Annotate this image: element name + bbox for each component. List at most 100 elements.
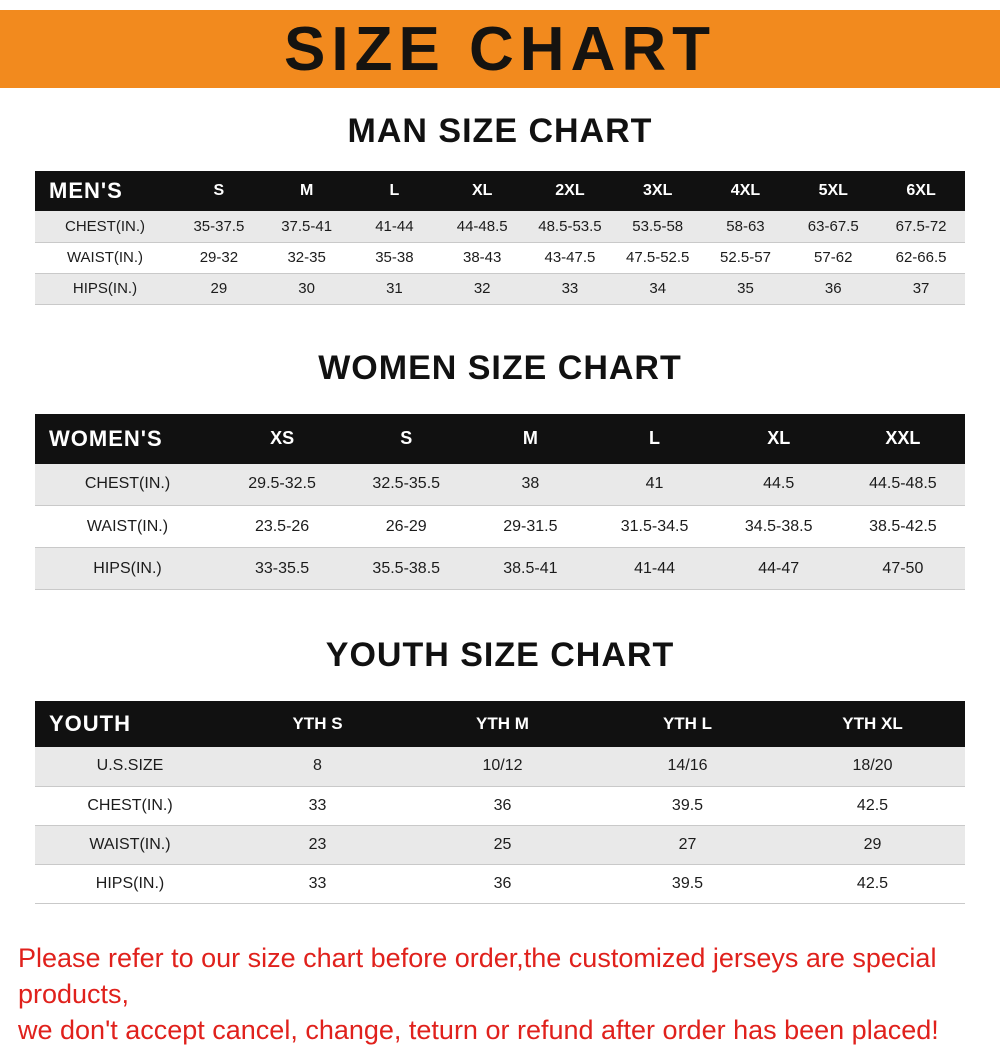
table-header-row: YOUTH YTH S YTH M YTH L YTH XL [35, 701, 965, 747]
measurement-value: 25 [410, 825, 595, 865]
measurement-value: 32-35 [262, 242, 351, 274]
measurement-label: CHEST(IN.) [35, 463, 220, 506]
table-row: WAIST(IN.) 29-32 32-35 35-38 38-43 43-47.5 47.… [35, 242, 965, 274]
men-size-section: MAN SIZE CHART MEN'S S M L XL 2XL 3XL 4XL 5XL 6XL C… [0, 112, 1000, 305]
measurement-value: 35-37.5 [175, 211, 263, 243]
men-section-heading: MAN SIZE CHART [347, 112, 653, 150]
measurement-label: WAIST(IN.) [35, 242, 175, 274]
measurement-value: 33 [225, 786, 410, 826]
youth-size-section: YOUTH SIZE CHART YOUTH YTH S YTH M YTH L YTH … [0, 636, 1000, 904]
measurement-value: 34 [613, 273, 702, 305]
measurement-value: 44.5-48.5 [840, 463, 965, 506]
measurement-value: 35 [701, 273, 790, 305]
measurement-label: WAIST(IN.) [35, 505, 220, 548]
measurement-value: 36 [410, 864, 595, 904]
measurement-label: HIPS(IN.) [35, 864, 225, 904]
measurement-value: 38.5-42.5 [840, 505, 965, 548]
measurement-value: 8 [225, 747, 410, 787]
measurement-value: 26-29 [344, 505, 469, 548]
youth-section-heading: YOUTH SIZE CHART [325, 636, 675, 674]
size-column-header: L [592, 413, 717, 464]
table-title-cell: MEN'S [35, 171, 175, 211]
table-row: HIPS(IN.) 29 30 31 32 33 34 35 36 37 [35, 273, 965, 305]
size-column-header: 2XL [526, 171, 614, 211]
measurement-value: 47.5-52.5 [613, 242, 702, 274]
measurement-value: 29 [780, 825, 965, 865]
measurement-value: 29-31.5 [468, 505, 593, 548]
measurement-value: 62-66.5 [877, 242, 965, 274]
table-row: WAIST(IN.) 23 25 27 29 [35, 825, 965, 865]
youth-size-table: YOUTH YTH S YTH M YTH L YTH XL U.S.SIZE 8 10/12… [35, 701, 965, 904]
women-section-heading: WOMEN SIZE CHART [318, 348, 682, 387]
measurement-value: 10/12 [410, 747, 595, 787]
size-column-header: M [468, 413, 593, 464]
measurement-value: 44-47 [716, 547, 841, 590]
women-size-table: WOMEN'S XS S M L XL XXL CHEST(IN.) 29.5-32.5 32.5… [35, 413, 965, 590]
measurement-value: 29-32 [175, 242, 263, 274]
order-notice: Please refer to our size chart before or… [18, 940, 1000, 1049]
measurement-value: 67.5-72 [877, 211, 965, 243]
size-column-header: XL [716, 413, 841, 464]
measurement-value: 27 [595, 825, 780, 865]
measurement-value: 38-43 [438, 242, 527, 274]
table-row: CHEST(IN.) 29.5-32.5 32.5-35.5 38 41 44.5 44.5… [35, 463, 965, 506]
measurement-value: 41-44 [592, 547, 717, 590]
table-row: WAIST(IN.) 23.5-26 26-29 29-31.5 31.5-34.5 34… [35, 505, 965, 548]
table-row: HIPS(IN.) 33-35.5 35.5-38.5 38.5-41 41-44 44-… [35, 547, 965, 590]
measurement-label: WAIST(IN.) [35, 825, 225, 865]
measurement-value: 35-38 [350, 242, 439, 274]
measurement-value: 63-67.5 [789, 211, 878, 243]
measurement-value: 36 [789, 273, 878, 305]
notice-line-2: we don't accept cancel, change, teturn o… [18, 1015, 939, 1046]
measurement-value: 38.5-41 [468, 547, 593, 590]
measurement-value: 30 [262, 273, 351, 305]
size-column-header: YTH S [225, 701, 410, 747]
measurement-value: 53.5-58 [613, 211, 702, 243]
measurement-value: 39.5 [595, 864, 780, 904]
size-column-header: 6XL [877, 171, 965, 211]
measurement-value: 23 [225, 825, 410, 865]
measurement-value: 14/16 [595, 747, 780, 787]
size-column-header: 4XL [701, 171, 790, 211]
table-row: HIPS(IN.) 33 36 39.5 42.5 [35, 864, 965, 904]
size-chart-page: SIZE CHART MAN SIZE CHART MEN'S S M L XL 2XL 3X… [0, 10, 1000, 1045]
measurement-value: 43-47.5 [526, 242, 614, 274]
size-column-header: YTH L [595, 701, 780, 747]
size-column-header: YTH M [410, 701, 595, 747]
measurement-value: 23.5-26 [220, 505, 345, 548]
women-size-section: WOMEN SIZE CHART WOMEN'S XS S M L XL XXL CHEST(I… [0, 348, 1000, 590]
men-size-table: MEN'S S M L XL 2XL 3XL 4XL 5XL 6XL CHEST(IN.) 35-37… [35, 171, 965, 305]
measurement-value: 32.5-35.5 [344, 463, 469, 506]
measurement-label: U.S.SIZE [35, 747, 225, 787]
measurement-value: 29 [175, 273, 263, 305]
measurement-value: 57-62 [789, 242, 878, 274]
size-column-header: L [350, 171, 439, 211]
table-row: CHEST(IN.) 35-37.5 37.5-41 41-44 44-48.5 48.5… [35, 211, 965, 243]
measurement-value: 36 [410, 786, 595, 826]
measurement-value: 44-48.5 [438, 211, 527, 243]
measurement-label: HIPS(IN.) [35, 273, 175, 305]
size-column-header: 3XL [613, 171, 702, 211]
banner: SIZE CHART [0, 10, 1000, 88]
measurement-value: 34.5-38.5 [716, 505, 841, 548]
size-column-header: XL [438, 171, 527, 211]
measurement-value: 32 [438, 273, 527, 305]
size-chart-sections: MAN SIZE CHART MEN'S S M L XL 2XL 3XL 4XL 5XL 6XL C… [0, 112, 1000, 904]
table-header-row: WOMEN'S XS S M L XL XXL [35, 413, 965, 464]
measurement-value: 58-63 [701, 211, 790, 243]
measurement-value: 47-50 [840, 547, 965, 590]
measurement-value: 37 [877, 273, 965, 305]
notice-line-1: Please refer to our size chart before or… [18, 942, 937, 1009]
measurement-value: 33 [225, 864, 410, 904]
measurement-value: 42.5 [780, 864, 965, 904]
size-column-header: S [175, 171, 263, 211]
table-row: CHEST(IN.) 33 36 39.5 42.5 [35, 786, 965, 826]
measurement-value: 41 [592, 463, 717, 506]
size-column-header: XXL [840, 413, 965, 464]
table-header-row: MEN'S S M L XL 2XL 3XL 4XL 5XL 6XL [35, 171, 965, 211]
measurement-label: CHEST(IN.) [35, 786, 225, 826]
size-column-header: 5XL [789, 171, 878, 211]
size-column-header: XS [220, 413, 345, 464]
measurement-value: 39.5 [595, 786, 780, 826]
measurement-value: 38 [468, 463, 593, 506]
